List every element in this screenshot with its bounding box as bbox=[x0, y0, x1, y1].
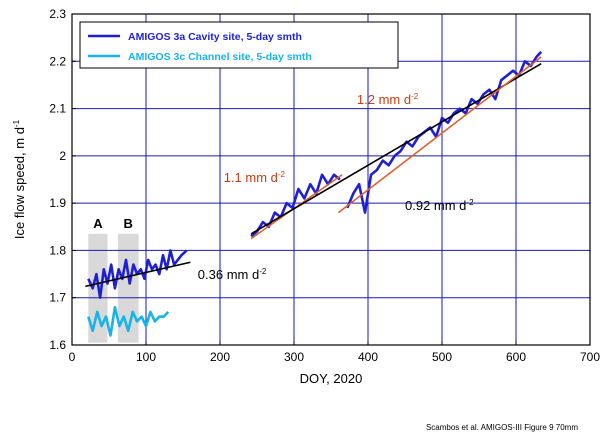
trend-label-text-0: 0.36 mm d bbox=[198, 267, 259, 282]
trend-label-sup-2: -2 bbox=[466, 198, 474, 207]
y-tick-label-4: 2 bbox=[59, 149, 66, 163]
trend-label-sup-3: -2 bbox=[411, 92, 419, 101]
trend-line-2 bbox=[250, 62, 542, 235]
x-tick-label-3: 300 bbox=[284, 350, 304, 364]
trend-label-text-2: 0.92 mm d bbox=[405, 198, 466, 213]
annotations: A B0.36 mm d-21.1 mm d-20.92 mm d-21.2 mm… bbox=[93, 92, 474, 282]
trend-lines bbox=[85, 56, 542, 288]
legend: AMIGOS 3a Cavity site, 5-day smth AMIGOS … bbox=[79, 21, 399, 69]
y-tick-label-3: 1.9 bbox=[49, 196, 66, 210]
y-axis-title: Ice flow speed, m d-1 bbox=[12, 119, 27, 239]
legend-box bbox=[79, 21, 399, 69]
series-1-segment-0 bbox=[87, 305, 170, 337]
y-axis-title-sup: -1 bbox=[12, 119, 21, 127]
trend-label-2: 0.92 mm d-2 bbox=[405, 198, 474, 213]
x-tick-label-2: 200 bbox=[210, 350, 230, 364]
plot-frame bbox=[71, 13, 591, 346]
shaded-period-label-1: B bbox=[124, 216, 133, 231]
x-axis-title: DOY, 2020 bbox=[300, 371, 363, 386]
trend-line-0 bbox=[85, 261, 191, 288]
trend-label-0: 0.36 mm d-2 bbox=[198, 267, 267, 282]
y-tick-label-2: 1.8 bbox=[49, 243, 66, 257]
y-axis-title-main: Ice flow speed, m d bbox=[12, 127, 27, 239]
grid bbox=[72, 14, 590, 345]
y-tick-label-1: 1.7 bbox=[49, 291, 66, 305]
x-tick-label-4: 400 bbox=[358, 350, 378, 364]
x-tick-label-6: 600 bbox=[506, 350, 526, 364]
y-tick-label-7: 2.3 bbox=[49, 7, 66, 21]
shaded-period-label-0: A bbox=[93, 216, 103, 231]
trend-label-1: 1.1 mm d-2 bbox=[224, 170, 286, 185]
x-tick-label-1: 100 bbox=[136, 350, 156, 364]
trend-label-sup-0: -2 bbox=[259, 267, 267, 276]
y-tick-label-6: 2.2 bbox=[49, 54, 66, 68]
trend-label-3: 1.2 mm d-2 bbox=[357, 92, 419, 107]
x-tick-label-0: 0 bbox=[69, 350, 76, 364]
trend-line-3 bbox=[337, 56, 542, 214]
figure-credit: Scambos et al. AMIGOS-III Figure 9 70mm bbox=[426, 423, 578, 432]
trend-label-text-3: 1.2 mm d bbox=[357, 92, 411, 107]
x-tick-label-5: 500 bbox=[432, 350, 452, 364]
y-tick-label-5: 2.1 bbox=[49, 102, 66, 116]
y-tick-label-0: 1.6 bbox=[49, 338, 66, 352]
x-tick-label-7: 700 bbox=[580, 350, 600, 364]
legend-label-1: AMIGOS 3c Channel site, 5-day smth bbox=[128, 51, 312, 63]
trend-label-sup-1: -2 bbox=[278, 170, 286, 179]
trend-label-text-1: 1.1 mm d bbox=[224, 170, 278, 185]
legend-label-0: AMIGOS 3a Cavity site, 5-day smth bbox=[128, 31, 302, 43]
tick-labels: 0 100 200 300 400 500 600 700 1.6 1.7 1.8 1.9 2 2.1 2.… bbox=[49, 7, 600, 364]
